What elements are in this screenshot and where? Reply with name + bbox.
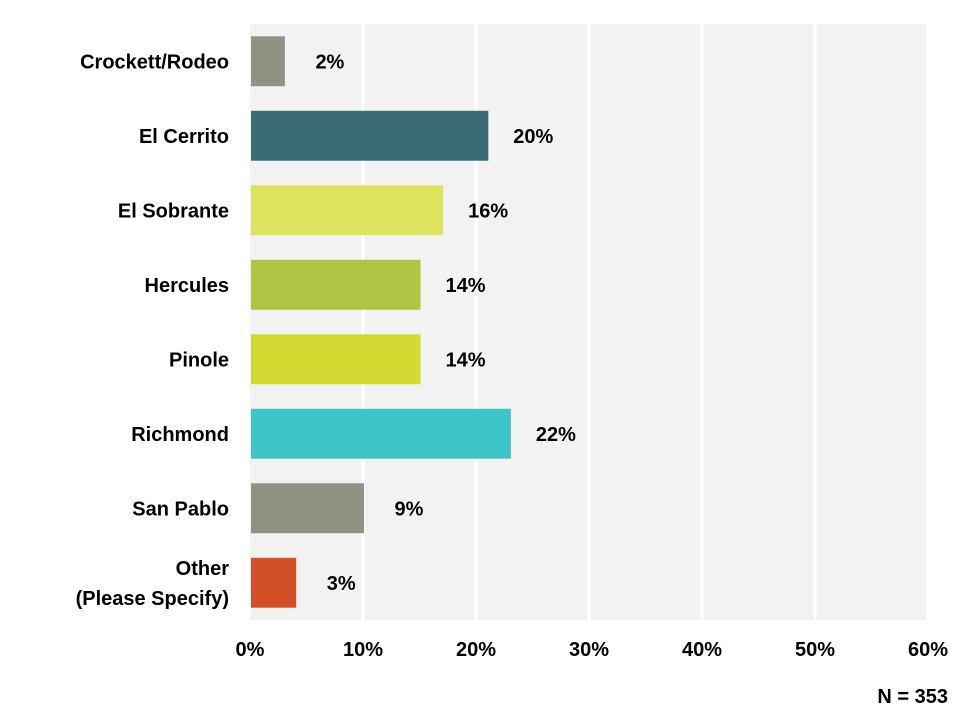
- value-label: 14%: [445, 275, 485, 297]
- bar: [251, 110, 489, 161]
- x-tick-label: 40%: [682, 639, 722, 661]
- category-labels: Crockett/Rodeo El Cerrito El Sobrante Hercu…: [76, 51, 230, 610]
- category-label: Crockett/Rodeo: [80, 51, 229, 73]
- value-label: 14%: [445, 349, 485, 371]
- category-label: San Pablo: [132, 498, 229, 520]
- sample-size-note: N = 353: [877, 686, 948, 708]
- value-label: 3%: [327, 573, 356, 595]
- value-label: 22%: [536, 424, 576, 446]
- value-label: 2%: [315, 51, 344, 73]
- bar: [251, 185, 444, 236]
- bars: [251, 36, 511, 608]
- x-tick-label: 10%: [343, 639, 383, 661]
- category-label: Pinole: [169, 349, 229, 371]
- x-tick-label: 20%: [456, 639, 496, 661]
- category-label: Richmond: [131, 424, 229, 446]
- value-label: 9%: [395, 498, 424, 520]
- x-tick-label: 0%: [236, 639, 265, 661]
- bar: [251, 557, 297, 608]
- x-tick-label: 50%: [795, 639, 835, 661]
- category-label: Other (Please Specify): [76, 558, 230, 610]
- x-axis-ticks: 0% 10% 20% 30% 40% 50% 60%: [236, 639, 949, 661]
- category-label: Hercules: [145, 275, 230, 297]
- x-tick-label: 30%: [569, 639, 609, 661]
- category-label: El Sobrante: [118, 200, 229, 222]
- bar: [251, 259, 421, 310]
- bar: [251, 408, 511, 459]
- value-label: 20%: [513, 126, 553, 148]
- bar: [251, 334, 421, 385]
- x-tick-label: 60%: [908, 639, 948, 661]
- bar: [251, 36, 285, 87]
- category-label: El Cerrito: [139, 126, 229, 148]
- value-labels: 2% 20% 16% 14% 14% 22% 9% 3%: [315, 51, 576, 595]
- bar: [251, 483, 364, 534]
- value-label: 16%: [468, 200, 508, 222]
